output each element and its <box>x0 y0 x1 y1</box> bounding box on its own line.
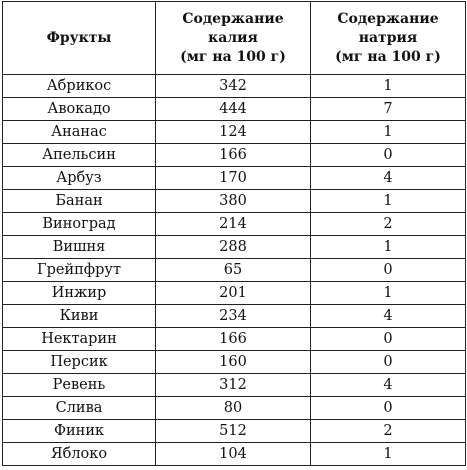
potassium-cell: 380 <box>155 189 311 213</box>
potassium-cell: 166 <box>155 327 311 351</box>
sodium-cell: 0 <box>310 327 466 351</box>
table-row: Авокадо 444 7 <box>2 97 466 121</box>
fruit-cell: Слива <box>2 396 156 420</box>
potassium-cell: 512 <box>155 419 311 443</box>
table-row: Абрикос 342 1 <box>2 74 466 98</box>
header-row: Фрукты Содержание калия (мг на 100 г) Со… <box>2 1 466 75</box>
sodium-cell: 2 <box>310 419 466 443</box>
potassium-cell: 170 <box>155 166 311 190</box>
sodium-cell: 1 <box>310 235 466 259</box>
potassium-column-header: Содержание калия (мг на 100 г) <box>155 1 311 75</box>
fruit-cell: Финик <box>2 419 156 443</box>
potassium-header-line1: Содержание <box>182 10 284 27</box>
fruit-cell: Персик <box>2 350 156 374</box>
potassium-cell: 234 <box>155 304 311 328</box>
potassium-cell: 342 <box>155 74 311 98</box>
sodium-column-header: Содержание натрия (мг на 100 г) <box>310 1 466 75</box>
potassium-cell: 160 <box>155 350 311 374</box>
sodium-cell: 0 <box>310 258 466 282</box>
fruit-cell: Авокадо <box>2 97 156 121</box>
fruit-cell: Апельсин <box>2 143 156 167</box>
sodium-cell: 0 <box>310 396 466 420</box>
fruit-cell: Киви <box>2 304 156 328</box>
sodium-cell: 7 <box>310 97 466 121</box>
sodium-cell: 4 <box>310 166 466 190</box>
fruit-cell: Вишня <box>2 235 156 259</box>
fruit-cell: Абрикос <box>2 74 156 98</box>
fruit-cell: Арбуз <box>2 166 156 190</box>
potassium-cell: 104 <box>155 442 311 466</box>
sodium-cell: 2 <box>310 212 466 236</box>
table-row: Апельсин 166 0 <box>2 143 466 167</box>
sodium-cell: 1 <box>310 281 466 305</box>
table-row: Ревень 312 4 <box>2 373 466 397</box>
fruit-cell: Виноград <box>2 212 156 236</box>
potassium-header-line2: калия <box>208 29 258 46</box>
potassium-cell: 214 <box>155 212 311 236</box>
table-row: Персик 160 0 <box>2 350 466 374</box>
fruit-cell: Инжир <box>2 281 156 305</box>
table-row: Инжир 201 1 <box>2 281 466 305</box>
potassium-cell: 312 <box>155 373 311 397</box>
fruit-cell: Грейпфрут <box>2 258 156 282</box>
sodium-cell: 4 <box>310 373 466 397</box>
potassium-cell: 80 <box>155 396 311 420</box>
table-row: Ананас 124 1 <box>2 120 466 144</box>
potassium-cell: 288 <box>155 235 311 259</box>
potassium-header-line3: (мг на 100 г) <box>180 48 286 65</box>
fruit-cell: Ревень <box>2 373 156 397</box>
fruit-column-header: Фрукты <box>2 1 156 75</box>
fruit-cell: Нектарин <box>2 327 156 351</box>
table-row: Вишня 288 1 <box>2 235 466 259</box>
potassium-cell: 65 <box>155 258 311 282</box>
sodium-cell: 1 <box>310 442 466 466</box>
potassium-cell: 124 <box>155 120 311 144</box>
fruit-cell: Банан <box>2 189 156 213</box>
sodium-header-line2: натрия <box>358 29 418 46</box>
table-row: Виноград 214 2 <box>2 212 466 236</box>
fruit-cell: Ананас <box>2 120 156 144</box>
sodium-cell: 0 <box>310 350 466 374</box>
table-row: Киви 234 4 <box>2 304 466 328</box>
sodium-header-line3: (мг на 100 г) <box>335 48 441 65</box>
table-row: Яблоко 104 1 <box>2 442 466 466</box>
table-row: Слива 80 0 <box>2 396 466 420</box>
table-row: Нектарин 166 0 <box>2 327 466 351</box>
table-row: Арбуз 170 4 <box>2 166 466 190</box>
sodium-cell: 1 <box>310 189 466 213</box>
table-row: Банан 380 1 <box>2 189 466 213</box>
sodium-cell: 4 <box>310 304 466 328</box>
table-row: Финик 512 2 <box>2 419 466 443</box>
potassium-cell: 201 <box>155 281 311 305</box>
sodium-cell: 0 <box>310 143 466 167</box>
table-row: Грейпфрут 65 0 <box>2 258 466 282</box>
sodium-cell: 1 <box>310 120 466 144</box>
fruit-cell: Яблоко <box>2 442 156 466</box>
potassium-cell: 444 <box>155 97 311 121</box>
potassium-cell: 166 <box>155 143 311 167</box>
sodium-header-line1: Содержание <box>337 10 439 27</box>
fruit-header-label: Фрукты <box>46 29 112 46</box>
sodium-cell: 1 <box>310 74 466 98</box>
